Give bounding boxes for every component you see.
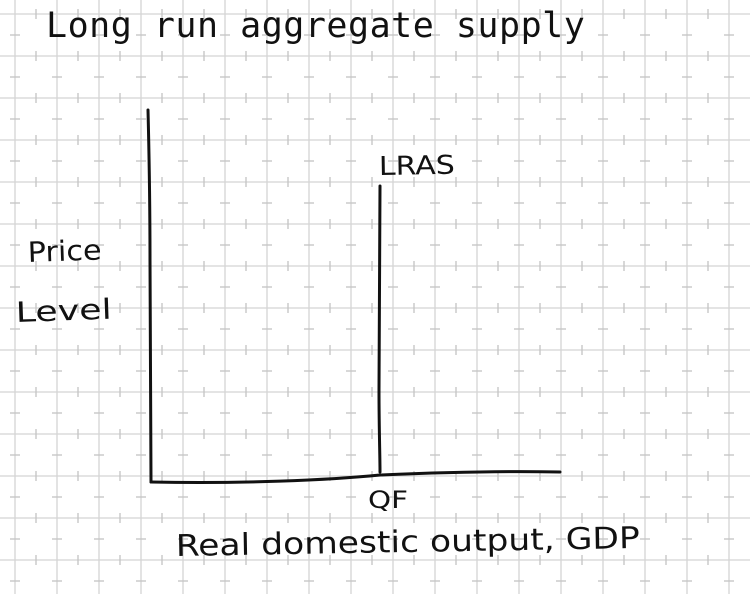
y-axis-label-line2: Level [15,293,112,329]
qf-label: QF [368,486,408,514]
lras-line [377,184,382,474]
diagram-title: Long run aggregate supply [46,6,586,46]
y-axis [146,108,153,484]
x-axis [149,470,562,485]
x-axis-label: Real domestic output, GDP [176,521,641,564]
y-axis-label-line1: Price [27,233,102,269]
lras-label: LRAS [379,151,456,182]
